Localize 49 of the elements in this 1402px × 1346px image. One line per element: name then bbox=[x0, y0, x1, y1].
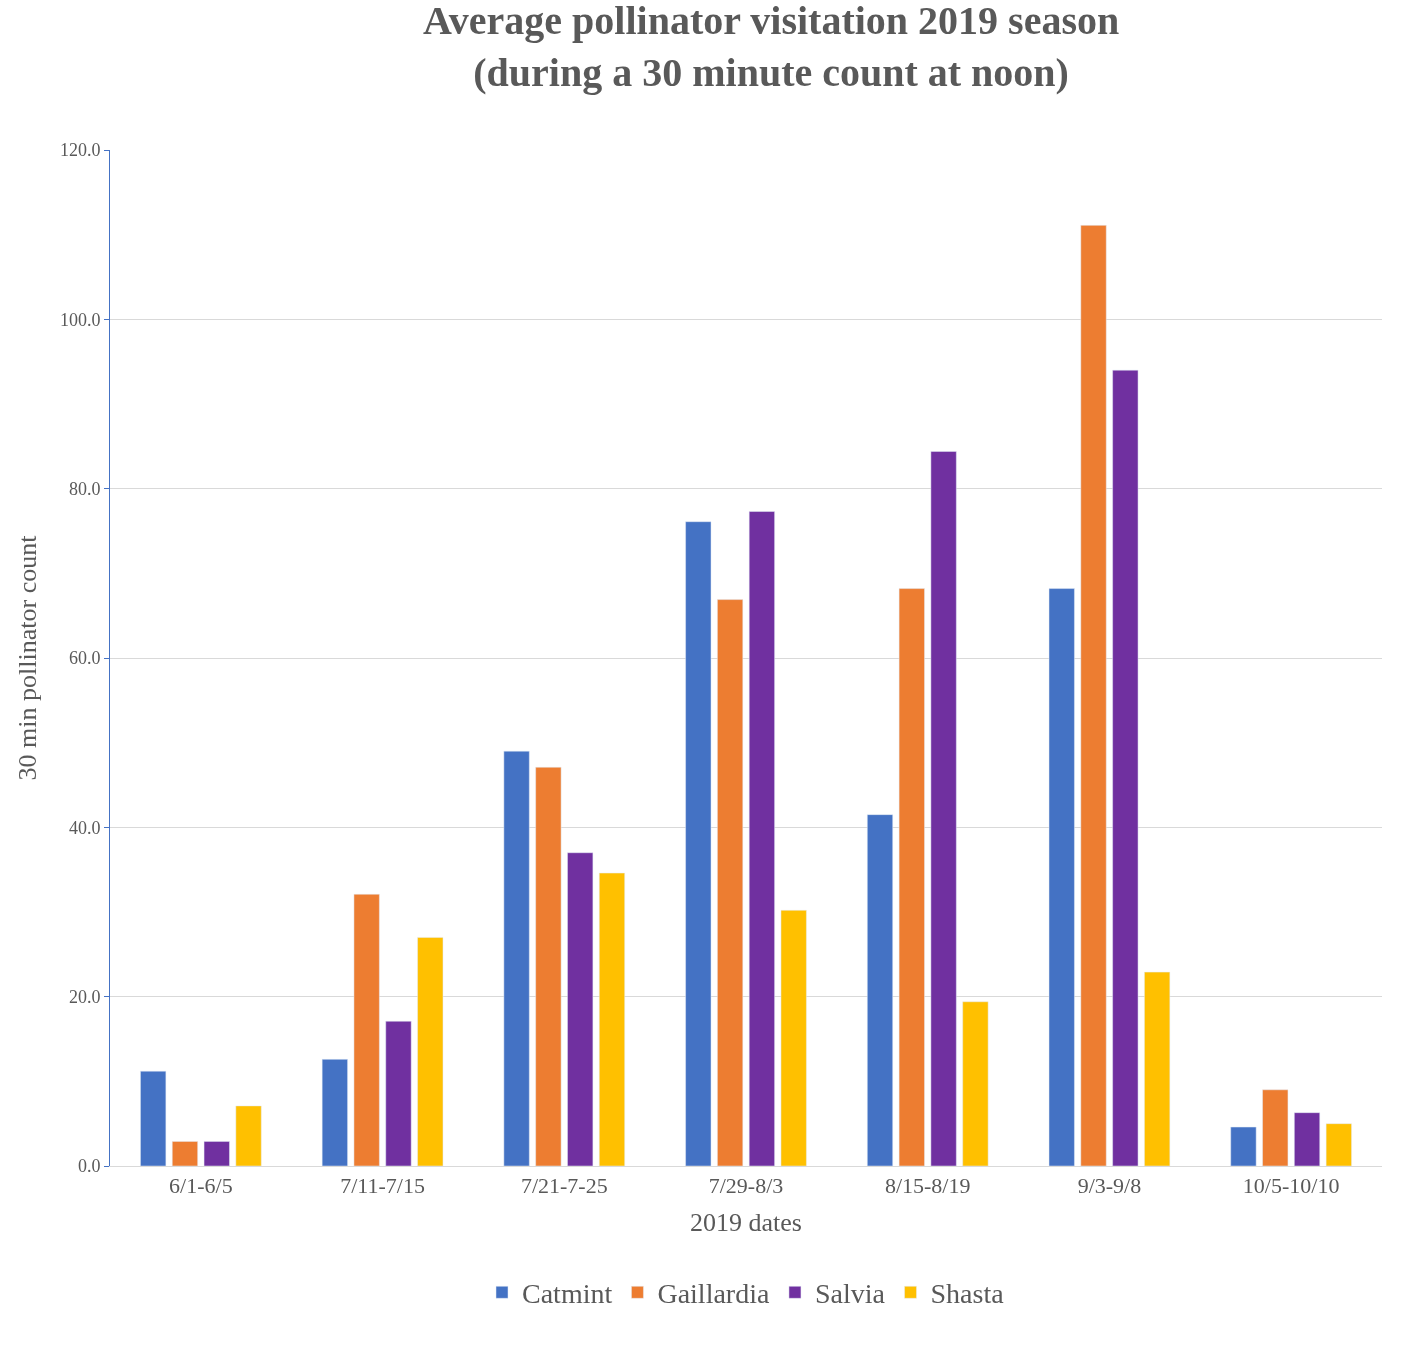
y-tick-label: 80.0 bbox=[68, 478, 101, 499]
chart-title: Average pollinator visitation 2019 season (during a 30 minute count at noon) bbox=[422, 0, 1120, 95]
legend-label: Shasta bbox=[930, 1278, 1005, 1310]
bar bbox=[1294, 1112, 1321, 1166]
bar bbox=[930, 451, 957, 1166]
y-tick-label: 120.0 bbox=[59, 140, 101, 161]
x-tick-label: 6/1-6/5 bbox=[169, 1173, 233, 1199]
x-tick-label: 10/5-10/10 bbox=[1242, 1173, 1340, 1199]
y-tick-label: 100.0 bbox=[59, 309, 101, 330]
y-tick-label: 20.0 bbox=[68, 986, 101, 1007]
bar bbox=[1112, 369, 1139, 1166]
bar bbox=[567, 852, 594, 1166]
y-axis-title: 30 min pollinator count bbox=[13, 534, 43, 781]
y-tick-label: 60.0 bbox=[68, 648, 101, 669]
bar bbox=[898, 588, 925, 1166]
legend-label: Gaillardia bbox=[657, 1278, 770, 1310]
bar bbox=[353, 893, 380, 1166]
bar bbox=[685, 521, 712, 1166]
bar bbox=[535, 766, 562, 1166]
x-tick-label: 8/15-8/19 bbox=[884, 1173, 971, 1199]
bar bbox=[417, 937, 444, 1166]
x-tick-label: 9/3-9/8 bbox=[1077, 1173, 1142, 1199]
bar bbox=[780, 910, 807, 1166]
bar bbox=[1230, 1126, 1257, 1166]
bar bbox=[867, 814, 893, 1166]
bar bbox=[748, 511, 775, 1166]
x-tick-label: 7/21-7-25 bbox=[520, 1173, 608, 1199]
x-axis-title: 2019 dates bbox=[690, 1208, 802, 1238]
y-tick-label: 40.0 bbox=[68, 817, 101, 838]
bar bbox=[503, 750, 530, 1166]
bar bbox=[962, 1001, 989, 1166]
bar bbox=[1080, 225, 1107, 1166]
bar bbox=[1262, 1089, 1289, 1166]
bar bbox=[1144, 971, 1171, 1166]
bar bbox=[321, 1059, 348, 1166]
legend-label: Catmint bbox=[522, 1278, 613, 1310]
bar bbox=[1048, 588, 1075, 1166]
bar bbox=[1325, 1123, 1352, 1166]
bar bbox=[599, 872, 625, 1166]
y-tick-label: 0.0 bbox=[77, 1156, 101, 1177]
bar bbox=[717, 599, 744, 1166]
bar bbox=[203, 1141, 230, 1166]
bar bbox=[140, 1070, 167, 1166]
bar bbox=[385, 1020, 412, 1166]
x-tick-label: 7/11-7/15 bbox=[340, 1173, 425, 1199]
bar bbox=[235, 1105, 262, 1166]
x-tick-label: 7/29-8/3 bbox=[708, 1173, 784, 1199]
legend-label: Salvia bbox=[814, 1278, 886, 1310]
bar bbox=[171, 1141, 198, 1166]
